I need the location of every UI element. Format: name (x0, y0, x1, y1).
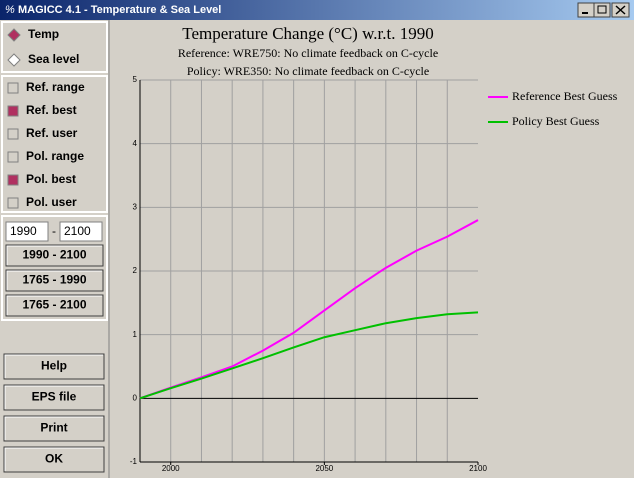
checkbox-label: Ref. best (26, 103, 77, 117)
button-bevel (4, 416, 103, 440)
checkbox-label: Pol. range (26, 149, 84, 163)
y-tick-label: 3 (133, 202, 138, 211)
legend-label: Reference Best Guess (512, 89, 618, 103)
x-tick-label: 2050 (315, 464, 333, 473)
year-to-input[interactable] (59, 221, 103, 242)
title-bar (0, 0, 634, 20)
radio[interactable] (7, 28, 21, 42)
legend-label: Policy Best Guess (512, 114, 600, 128)
checkbox[interactable] (7, 151, 19, 163)
chart-subtitle: Policy: WRE350: No climate feedback on C… (187, 64, 429, 78)
button-label: OK (45, 452, 63, 466)
checkbox-label: Pol. best (26, 172, 76, 186)
checkbox[interactable] (7, 82, 19, 94)
radio-label: Temp (28, 27, 59, 41)
button[interactable] (5, 294, 104, 317)
button-label: Help (41, 359, 67, 373)
data-line (139, 219, 479, 400)
x-tick-label: 2000 (162, 464, 180, 473)
button-label: EPS file (32, 390, 77, 404)
button[interactable] (3, 384, 105, 411)
year-to: 2100 (64, 224, 91, 238)
year-separator: - (52, 224, 56, 238)
maximize-button[interactable] (593, 2, 611, 18)
window-controls[interactable] (577, 2, 630, 18)
button[interactable] (5, 244, 104, 267)
checkbox-group (1, 75, 108, 213)
data-line (139, 311, 479, 400)
x-tick-label: 2100 (469, 464, 487, 473)
close-icon (615, 5, 626, 15)
y-tick-label: -1 (130, 457, 138, 466)
button[interactable] (5, 269, 104, 292)
checkbox-label: Pol. user (26, 195, 77, 209)
minimize-button[interactable] (577, 2, 595, 18)
button-bevel (6, 270, 102, 290)
checkbox[interactable] (7, 128, 19, 140)
button[interactable] (3, 446, 105, 473)
button-bevel (4, 354, 103, 378)
chart-subtitle: Reference: WRE750: No climate feedback o… (178, 46, 438, 60)
range-group (1, 215, 108, 321)
window-title: MAGICC 4.1 - Temperature & Sea Level (18, 4, 221, 16)
radio-group (1, 21, 108, 73)
button-bevel (4, 385, 103, 409)
button-label: 1765 - 2100 (22, 298, 86, 312)
checkbox-label: Ref. user (26, 126, 78, 140)
button[interactable] (3, 353, 105, 380)
y-tick-label: 1 (133, 330, 138, 339)
button-bevel (4, 447, 103, 471)
button-label: 1765 - 1990 (22, 273, 86, 287)
checkbox[interactable] (7, 105, 19, 117)
button-bevel (6, 295, 102, 315)
checkbox-label: Ref. range (26, 80, 85, 94)
button-label: Print (40, 421, 67, 435)
radio[interactable] (7, 53, 21, 67)
chart-title: Temperature Change (°C) w.r.t. 1990 (182, 24, 433, 43)
y-tick-label: 0 (133, 393, 138, 402)
year-from-input[interactable] (5, 221, 49, 242)
maximize-icon (597, 5, 607, 14)
year-from: 1990 (10, 224, 37, 238)
checkbox[interactable] (7, 197, 19, 209)
button-bevel (6, 245, 102, 265)
app-icon: % (5, 4, 15, 16)
radio-label: Sea level (28, 52, 79, 66)
button-label: 1990 - 2100 (22, 248, 86, 262)
y-tick-label: 5 (133, 75, 138, 84)
checkbox[interactable] (7, 174, 19, 186)
y-tick-label: 4 (133, 139, 138, 148)
button[interactable] (3, 415, 105, 442)
y-tick-label: 2 (133, 266, 138, 275)
